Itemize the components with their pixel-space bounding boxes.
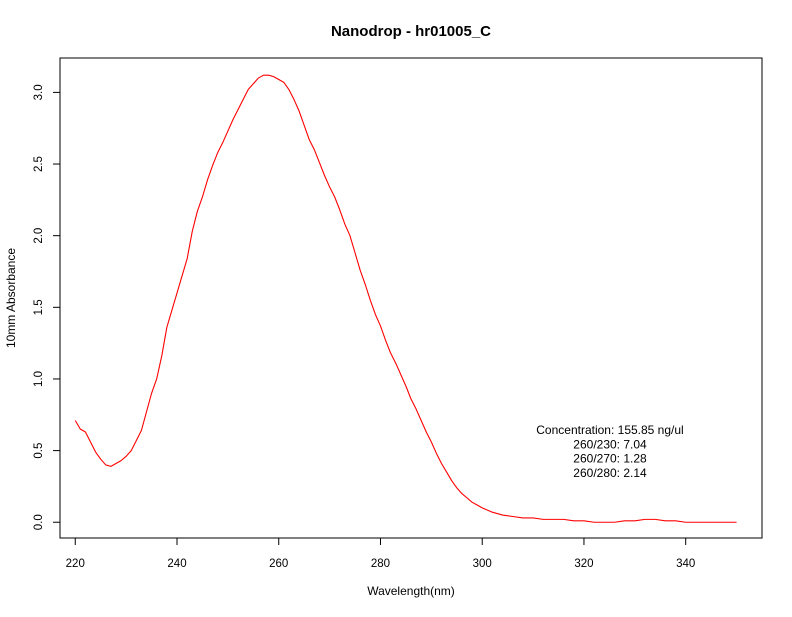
plot-frame <box>59 57 763 539</box>
annotation-line: 260/230: 7.04 <box>573 437 647 451</box>
series-layer <box>74 74 737 523</box>
x-tick-label: 320 <box>574 558 593 570</box>
y-tick-label: 2.5 <box>33 156 45 172</box>
x-tick-label: 220 <box>66 558 85 570</box>
y-tick-label: 3.0 <box>33 84 45 100</box>
y-tick-label: 1.0 <box>33 371 45 387</box>
x-axis-label: Wavelength(nm) <box>367 584 455 598</box>
chart-title: Nanodrop - hr01005_C <box>331 23 491 40</box>
x-tick-label: 300 <box>473 558 492 570</box>
x-tick-label: 240 <box>167 558 186 570</box>
x-tick-label: 280 <box>371 558 390 570</box>
y-tick-label: 2.0 <box>33 228 45 244</box>
x-tick-label: 260 <box>269 558 288 570</box>
y-tick-label: 0.5 <box>33 443 45 459</box>
annotation-line: 260/280: 2.14 <box>573 466 647 480</box>
x-axis: 220 240 260 280 300 320 340 <box>66 537 695 570</box>
annotation-line: 260/270: 1.28 <box>573 452 647 466</box>
x-tick-label: 340 <box>676 558 695 570</box>
annotation-line: Concentration: 155.85 ng/ul <box>536 423 683 437</box>
y-axis: 0.0 0.5 1.0 1.5 2.0 2.5 3.0 <box>33 84 61 530</box>
absorbance-series-line <box>74 74 737 523</box>
y-tick-label: 1.5 <box>33 299 45 315</box>
y-axis-label: 10mm Absorbance <box>4 248 18 348</box>
y-tick-label: 0.0 <box>33 514 45 530</box>
